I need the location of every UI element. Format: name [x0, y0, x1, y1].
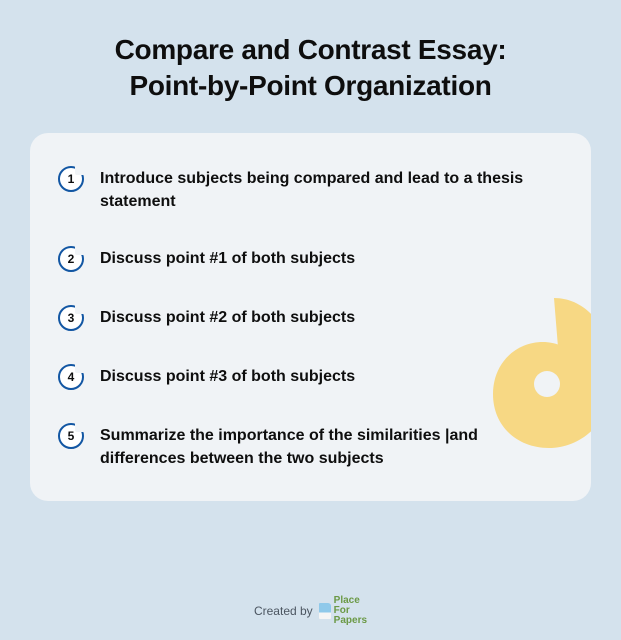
step-number-badge: 3: [58, 305, 84, 331]
title-line-2: Point-by-Point Organization: [129, 70, 491, 101]
created-by-label: Created by: [254, 604, 313, 618]
title-line-1: Compare and Contrast Essay:: [115, 34, 507, 65]
brand-name: Place For Papers: [334, 596, 367, 626]
step-text: Discuss point #2 of both subjects: [100, 304, 355, 330]
step-text: Summarize the importance of the similari…: [100, 422, 563, 470]
page-title: Compare and Contrast Essay: Point-by-Poi…: [30, 32, 591, 105]
step-number-badge: 4: [58, 364, 84, 390]
steps-list: 1 Introduce subjects being compared and …: [58, 165, 563, 471]
doc-icon: [319, 603, 331, 619]
brand-logo: Place For Papers: [319, 596, 367, 626]
list-item: 2 Discuss point #1 of both subjects: [58, 245, 563, 272]
list-item: 5 Summarize the importance of the simila…: [58, 422, 563, 470]
steps-card: 1 Introduce subjects being compared and …: [30, 133, 591, 501]
list-item: 3 Discuss point #2 of both subjects: [58, 304, 563, 331]
list-item: 1 Introduce subjects being compared and …: [58, 165, 563, 213]
footer: Created by Place For Papers: [0, 596, 621, 626]
step-text: Introduce subjects being compared and le…: [100, 165, 563, 213]
step-number-badge: 2: [58, 246, 84, 272]
step-text: Discuss point #3 of both subjects: [100, 363, 355, 389]
brand-line: Papers: [334, 616, 367, 626]
step-number-badge: 5: [58, 423, 84, 449]
infographic-canvas: Compare and Contrast Essay: Point-by-Poi…: [0, 0, 621, 640]
step-text: Discuss point #1 of both subjects: [100, 245, 355, 271]
list-item: 4 Discuss point #3 of both subjects: [58, 363, 563, 390]
step-number-badge: 1: [58, 166, 84, 192]
